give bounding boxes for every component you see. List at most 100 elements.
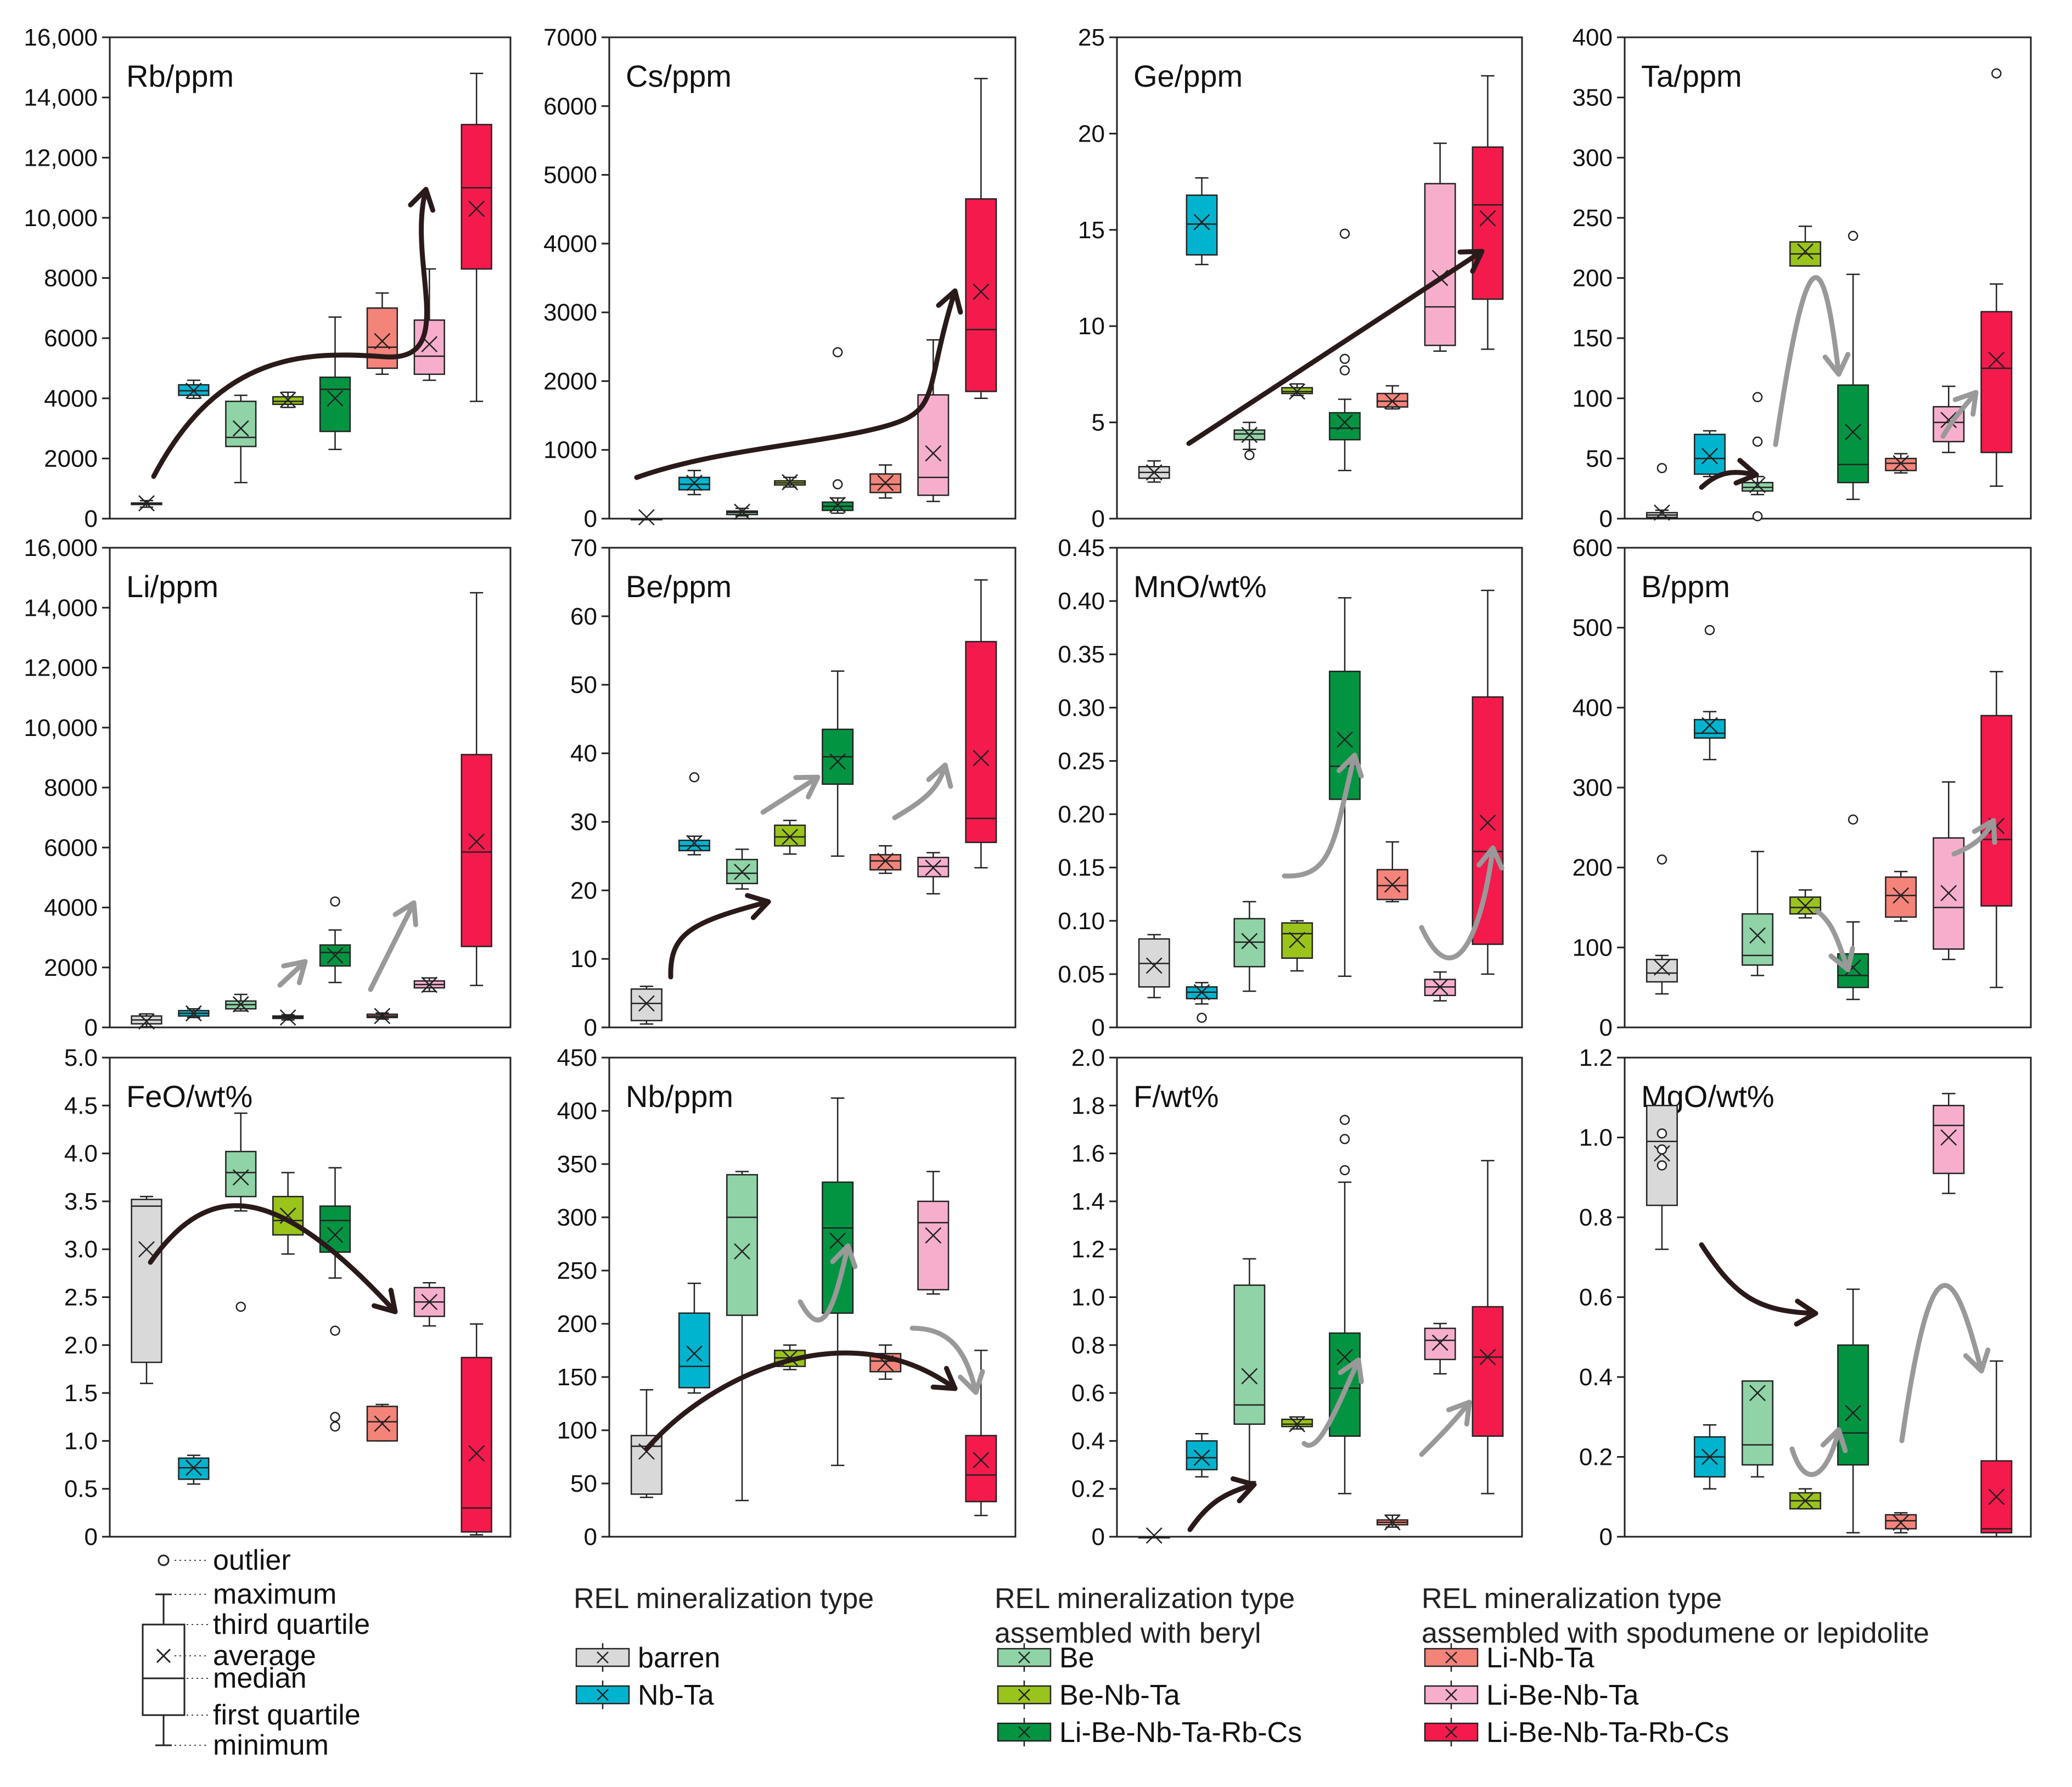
trend-arrow-head <box>926 762 953 789</box>
trend-arrow-head <box>1733 458 1759 486</box>
outlier-point <box>330 1412 340 1422</box>
box-libenbtarbcs_g <box>1329 1115 1361 1494</box>
panel-title: FeO/wt% <box>126 1079 252 1114</box>
outlier-point <box>1657 1128 1667 1139</box>
box-iqr <box>917 1200 950 1291</box>
box-barren <box>131 1013 162 1030</box>
y-tick-label: 0.6 <box>1579 1284 1613 1311</box>
y-tick-label: 1.2 <box>1071 1236 1105 1263</box>
trend-arrow-head <box>1828 946 1855 973</box>
trend-arrow-head <box>830 1243 858 1269</box>
box-be <box>1742 392 1774 521</box>
box-linbta <box>1376 841 1408 903</box>
mean-marker <box>1702 1448 1718 1465</box>
legend-swatch-mean <box>1445 1689 1457 1701</box>
mean-marker <box>1193 1449 1210 1466</box>
box-be <box>225 1112 257 1312</box>
y-tick-label: 0.45 <box>1058 535 1105 561</box>
y-tick-label: 3.0 <box>64 1236 98 1263</box>
trend-arrow-head <box>1963 1347 1991 1374</box>
box-iqr <box>1329 671 1361 800</box>
panel-5: Li/ppm 0 2000 4000 6000 8000 10,000 12,000 14,00… <box>24 535 512 1041</box>
trend-arrow <box>1814 908 1851 973</box>
y-tick-label: 0 <box>1092 505 1105 532</box>
mean-marker <box>185 383 202 399</box>
panel-6: Be/ppm 0 10 20 30 40 50 60 70 <box>570 535 1017 1041</box>
trend-arrow-head <box>372 1288 398 1314</box>
mean-marker <box>1241 932 1258 949</box>
y-tick-label: 400 <box>1573 24 1613 51</box>
outlier-point <box>1657 1160 1667 1171</box>
mean-marker <box>877 474 894 491</box>
box-nbta <box>1186 1433 1218 1478</box>
outlier-point <box>1752 392 1763 402</box>
y-tick-label: 10,000 <box>24 205 98 232</box>
panel-3: Ge/ppm 0 5 10 15 20 25 <box>1078 24 1523 532</box>
y-tick-label: 4000 <box>44 895 98 921</box>
plot-frame <box>1624 547 2032 1029</box>
mean-marker <box>1988 1488 2005 1505</box>
mean-marker <box>925 1227 942 1244</box>
mean-marker <box>1193 984 1210 1001</box>
y-tick-label: 0.35 <box>1058 641 1105 668</box>
box-iqr <box>1329 412 1361 441</box>
box-be <box>1233 901 1266 992</box>
box-barren <box>630 509 662 526</box>
outlier-point <box>1197 1013 1207 1023</box>
outlier-point <box>1848 814 1858 825</box>
y-tick-label: 14,000 <box>24 85 98 111</box>
mean-marker <box>1749 476 1766 493</box>
y-tick-label: 2.0 <box>64 1332 98 1359</box>
box-iqr <box>1472 696 1504 945</box>
box-linbta <box>1885 870 1917 922</box>
trend-arrow-head <box>1337 752 1364 779</box>
box-libenbta <box>917 1171 950 1295</box>
box-libenbtarbcs_g <box>1837 231 1869 501</box>
mean-marker <box>1797 243 1813 260</box>
box-barren <box>1138 1527 1170 1544</box>
mean-marker <box>1289 383 1306 400</box>
outlier-point <box>1339 1165 1350 1176</box>
y-tick-label: 500 <box>1573 615 1613 642</box>
legend-swatch <box>1424 1648 1479 1667</box>
box-benbta <box>1281 920 1313 972</box>
y-tick-label: 6000 <box>543 93 597 120</box>
box-benbta <box>1789 1488 1822 1510</box>
y-tick-label: 0.5 <box>64 1476 98 1503</box>
box-iqr <box>965 640 997 844</box>
mean-marker <box>1384 393 1401 409</box>
mean-marker <box>327 390 344 407</box>
mean-marker <box>185 1005 202 1022</box>
mean-marker <box>1193 213 1210 231</box>
legend-swatch-mean <box>1018 1651 1030 1664</box>
mean-marker <box>782 474 798 491</box>
mean-marker <box>686 835 703 852</box>
key-label-average: average <box>213 1640 316 1672</box>
panel-2: Cs/ppm 0 1000 2000 3000 4000 5000 6000 7000 <box>543 24 1017 532</box>
y-tick-label: 4000 <box>44 385 98 412</box>
box-iqr <box>366 1406 398 1442</box>
trend-arrow-head <box>281 959 308 986</box>
mean-marker <box>1337 414 1353 431</box>
y-tick-label: 12,000 <box>24 655 98 682</box>
trend-arrow <box>1419 845 1496 960</box>
trend-arrow <box>1699 470 1759 490</box>
y-tick-label: 7000 <box>543 24 597 51</box>
box-iqr <box>1933 1105 1965 1175</box>
mean-marker <box>782 829 798 845</box>
y-tick-label: 0.25 <box>1058 748 1105 774</box>
outlier-point <box>1339 353 1350 364</box>
box-nbta <box>1186 982 1218 1023</box>
panel-title: F/wt% <box>1133 1079 1219 1114</box>
panel-title: Rb/ppm <box>126 59 234 93</box>
box-iqr <box>1424 183 1456 346</box>
box-iqr <box>1837 384 1869 484</box>
box-iqr <box>1742 913 1774 966</box>
y-tick-label: 1.8 <box>1071 1092 1105 1119</box>
legend-label: Li-Be-Nb-Ta-Rb-Cs <box>1486 1717 1729 1749</box>
legend-label: barren <box>638 1642 720 1674</box>
mean-marker <box>468 833 485 850</box>
mean-marker <box>1431 979 1448 996</box>
mean-marker <box>1988 351 2005 368</box>
